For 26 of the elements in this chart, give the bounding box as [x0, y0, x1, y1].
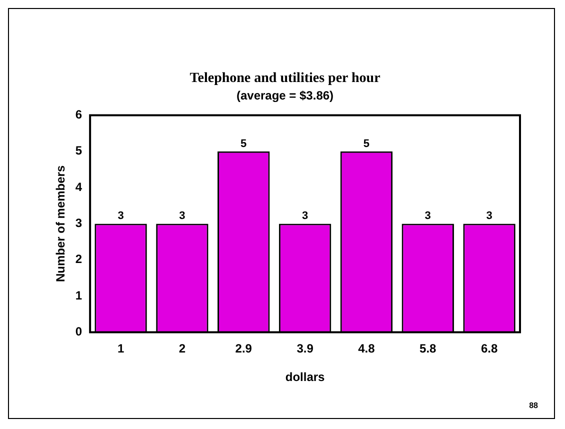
data-label: 3: [486, 210, 492, 222]
y-axis-title: Number of members: [54, 165, 68, 282]
y-tick-label: 6: [75, 108, 82, 122]
x-tick-label: 2.9: [235, 342, 252, 356]
x-tick-label: 3.9: [296, 342, 314, 356]
data-label: 5: [240, 138, 247, 150]
x-tick-label: 5.8: [420, 342, 437, 356]
y-tick-label: 1: [75, 288, 82, 302]
y-tick-label: 2: [75, 252, 82, 266]
text: 88: [529, 401, 539, 410]
chart-title: Telephone and utilities per hour: [190, 71, 380, 86]
y-tick-label: 3: [75, 216, 82, 230]
data-label: 3: [179, 210, 186, 222]
data-label: 3: [424, 210, 431, 222]
chart-subtitle: (average = $3.86): [236, 88, 334, 102]
x-axis-title: dollars: [285, 370, 326, 384]
x-tick-label: 1: [117, 342, 124, 356]
x-tick-label: 2: [178, 342, 186, 356]
y-tick-label: 4: [75, 180, 82, 194]
y-tick-label: 0: [75, 324, 82, 339]
x-tick-label: 4.8: [358, 342, 376, 356]
y-tick-label: 5: [75, 144, 82, 158]
x-tick-label: 6.8: [480, 342, 498, 356]
data-label: 5: [363, 138, 370, 150]
data-label: 3: [302, 210, 308, 222]
data-label: 3: [118, 210, 124, 222]
